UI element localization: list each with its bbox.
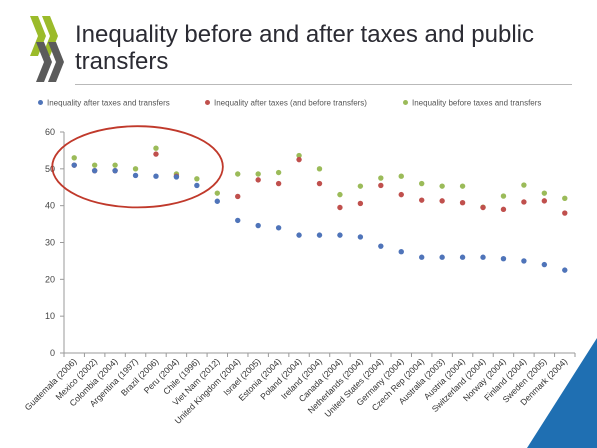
title-divider xyxy=(75,84,572,85)
data-point-before-taxes-and-transfers xyxy=(500,193,507,199)
data-point-after-taxes-and-transfers xyxy=(419,254,425,260)
y-tick-label: 60 xyxy=(45,127,55,137)
y-tick-label: 50 xyxy=(45,164,55,174)
data-point-after-taxes-before-transfers xyxy=(255,177,261,183)
data-point-before-taxes-and-transfers xyxy=(521,182,527,188)
legend-item-after-taxes-and-transfers: Inequality after taxes and transfers xyxy=(38,98,170,107)
data-point-after-taxes-before-transfers xyxy=(459,200,466,206)
data-point-after-taxes-before-transfers xyxy=(500,206,507,213)
y-tick-label: 10 xyxy=(45,311,55,321)
data-point-after-taxes-before-transfers xyxy=(296,156,302,163)
data-point-after-taxes-before-transfers xyxy=(153,151,159,157)
legend-dot-icon xyxy=(205,100,210,106)
data-point-after-taxes-and-transfers xyxy=(459,254,466,260)
legend-label: Inequality before taxes and transfers xyxy=(412,98,542,108)
data-point-before-taxes-and-transfers xyxy=(132,166,139,172)
legend-label: Inequality after taxes and transfers xyxy=(47,98,170,108)
highlight-ellipse xyxy=(51,125,224,209)
data-point-before-taxes-and-transfers xyxy=(337,191,343,198)
data-point-after-taxes-and-transfers xyxy=(357,234,364,240)
data-point-before-taxes-and-transfers xyxy=(71,155,77,161)
data-point-before-taxes-and-transfers xyxy=(459,183,466,189)
data-point-before-taxes-and-transfers xyxy=(439,183,445,189)
data-point-after-taxes-before-transfers xyxy=(357,200,364,207)
data-point-after-taxes-and-transfers xyxy=(439,254,445,260)
data-point-before-taxes-and-transfers xyxy=(91,162,98,168)
data-point-after-taxes-and-transfers xyxy=(337,232,343,238)
data-point-after-taxes-and-transfers xyxy=(112,167,118,174)
logo-chevron-4 xyxy=(48,42,64,82)
data-point-after-taxes-before-transfers xyxy=(541,198,548,204)
data-point-before-taxes-and-transfers xyxy=(296,152,302,159)
oecd-logo xyxy=(30,16,64,82)
data-point-after-taxes-and-transfers xyxy=(398,249,404,255)
data-point-after-taxes-before-transfers xyxy=(562,210,568,216)
legend-item-before-taxes-and-transfers: Inequality before taxes and transfers xyxy=(403,98,541,107)
data-point-after-taxes-before-transfers xyxy=(419,197,425,203)
legend-label: Inequality after taxes (and before trans… xyxy=(214,98,367,108)
page-title: Inequality before and after taxes and pu… xyxy=(75,21,534,75)
data-point-after-taxes-and-transfers xyxy=(480,254,486,260)
data-point-after-taxes-before-transfers xyxy=(378,182,384,189)
data-point-after-taxes-and-transfers xyxy=(235,217,241,224)
data-point-before-taxes-and-transfers xyxy=(194,176,200,182)
data-point-after-taxes-and-transfers xyxy=(153,173,159,179)
data-point-after-taxes-and-transfers xyxy=(173,174,180,180)
data-point-after-taxes-before-transfers xyxy=(480,204,486,211)
data-point-after-taxes-and-transfers xyxy=(521,258,527,264)
data-point-after-taxes-and-transfers xyxy=(316,232,323,238)
data-point-after-taxes-and-transfers xyxy=(255,222,261,229)
data-point-after-taxes-and-transfers xyxy=(214,198,220,204)
data-point-after-taxes-and-transfers xyxy=(562,267,568,273)
data-point-before-taxes-and-transfers xyxy=(357,183,364,189)
data-point-before-taxes-and-transfers xyxy=(378,175,384,181)
data-point-after-taxes-and-transfers xyxy=(296,232,302,238)
corner-blue-shape xyxy=(527,338,597,448)
data-point-after-taxes-before-transfers xyxy=(337,204,343,211)
data-point-before-taxes-and-transfers xyxy=(562,195,568,201)
data-point-after-taxes-and-transfers xyxy=(378,243,384,249)
data-point-after-taxes-and-transfers xyxy=(194,182,200,189)
y-tick-label: 20 xyxy=(45,274,55,284)
data-point-after-taxes-and-transfers xyxy=(71,162,77,168)
legend-dot-icon xyxy=(38,100,43,106)
data-point-after-taxes-before-transfers xyxy=(398,191,404,198)
data-point-after-taxes-and-transfers xyxy=(91,167,98,174)
data-point-before-taxes-and-transfers xyxy=(214,190,220,196)
data-point-before-taxes-and-transfers xyxy=(419,180,425,187)
y-tick-label: 40 xyxy=(45,201,55,211)
data-point-after-taxes-and-transfers xyxy=(500,256,507,262)
legend-item-after-taxes-before-transfers: Inequality after taxes (and before trans… xyxy=(205,98,367,107)
data-point-after-taxes-before-transfers xyxy=(316,180,323,187)
y-tick-label: 30 xyxy=(45,238,55,248)
logo-chevron-3 xyxy=(36,42,52,82)
data-point-after-taxes-and-transfers xyxy=(541,261,548,268)
data-point-before-taxes-and-transfers xyxy=(255,171,261,177)
data-point-after-taxes-before-transfers xyxy=(275,180,282,187)
data-point-before-taxes-and-transfers xyxy=(112,162,118,168)
data-point-after-taxes-before-transfers xyxy=(235,193,241,200)
data-point-before-taxes-and-transfers xyxy=(316,166,323,172)
data-point-before-taxes-and-transfers xyxy=(398,173,404,179)
data-point-before-taxes-and-transfers xyxy=(541,190,548,196)
data-point-before-taxes-and-transfers xyxy=(275,169,282,176)
data-point-after-taxes-and-transfers xyxy=(132,172,139,179)
data-point-after-taxes-and-transfers xyxy=(275,225,282,231)
data-point-before-taxes-and-transfers xyxy=(235,171,241,177)
data-point-after-taxes-before-transfers xyxy=(439,198,445,204)
data-point-after-taxes-before-transfers xyxy=(521,199,527,205)
data-point-before-taxes-and-transfers xyxy=(153,145,159,151)
corner-decoration xyxy=(527,338,597,448)
legend-dot-icon xyxy=(403,100,408,106)
y-tick-label: 0 xyxy=(50,348,55,358)
